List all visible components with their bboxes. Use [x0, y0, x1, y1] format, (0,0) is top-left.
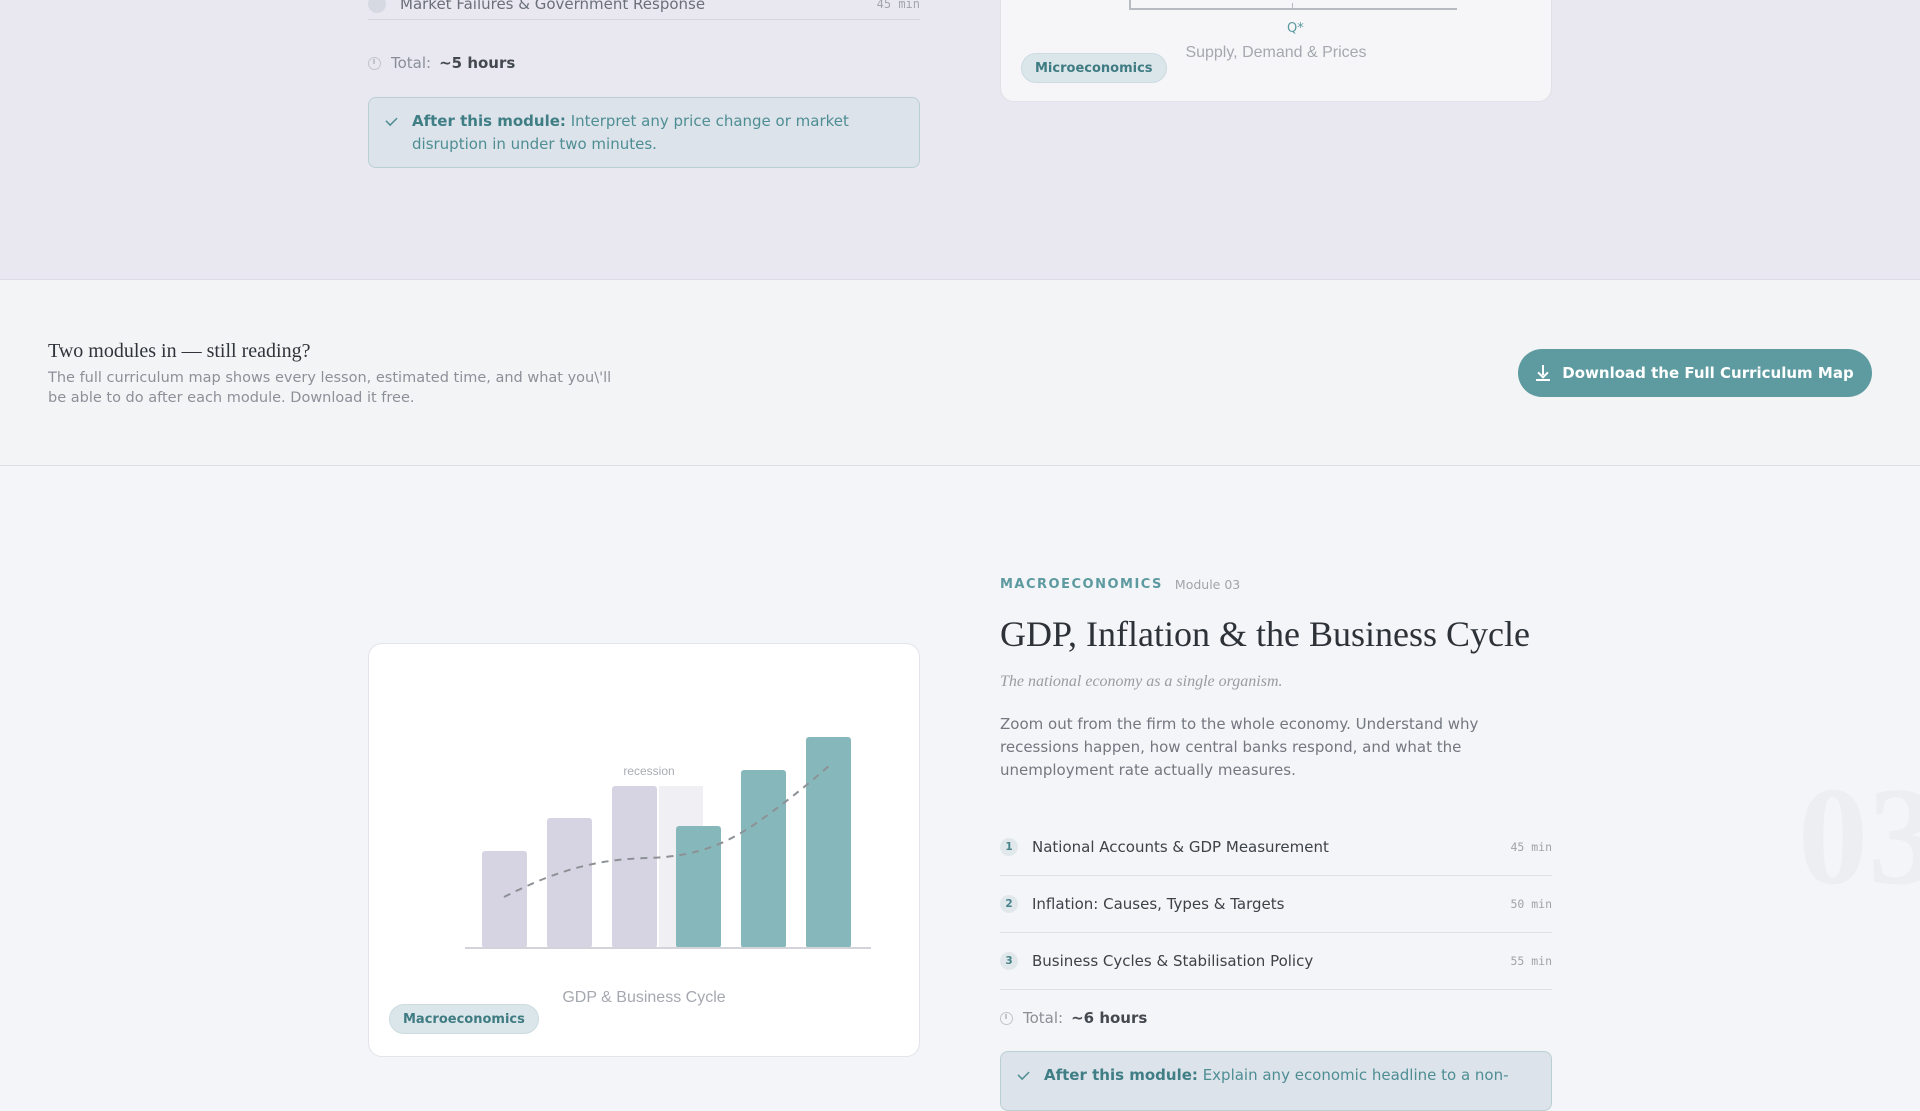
module-category: MACROECONOMICS: [1000, 577, 1163, 592]
chart-y-axis: [1129, 0, 1131, 10]
bar-6: [806, 737, 851, 948]
gdp-cycle-illustration: recession: [465, 737, 871, 949]
after-module-box: After this module: Interpret any price c…: [368, 97, 920, 168]
bar-1: [482, 851, 527, 948]
chart-x-axis: [1129, 8, 1457, 10]
clock-icon: [1000, 1011, 1013, 1025]
lesson-duration: 45 min: [876, 0, 920, 11]
total-value: ~5 hours: [439, 54, 516, 72]
lesson-number-badge: 1: [1000, 838, 1018, 856]
lesson-number-badge: 2: [1000, 895, 1018, 913]
card-caption: GDP & Business Cycle: [562, 989, 726, 1006]
lesson-number-badge: [368, 0, 386, 13]
lesson-duration: 45 min: [1510, 840, 1552, 854]
total-label: Total:: [1023, 1009, 1064, 1027]
chart-tick: [1292, 3, 1293, 9]
lesson-row: Market Failures & Government Response 45…: [368, 0, 920, 20]
recession-label: recession: [623, 764, 674, 778]
lesson-label: Inflation: Causes, Types & Targets: [1032, 895, 1285, 913]
category-tag: Macroeconomics: [389, 1004, 539, 1034]
cta-title: Two modules in — still reading?: [48, 340, 311, 362]
module-kicker: MACROECONOMICS Module 03: [1000, 577, 1240, 592]
lesson-label: National Accounts & GDP Measurement: [1032, 838, 1329, 856]
lesson-duration: 50 min: [1510, 897, 1552, 911]
lesson-label: Business Cycles & Stabilisation Policy: [1032, 952, 1314, 970]
total-time: Total: ~5 hours: [368, 54, 515, 72]
check-icon: [1017, 1067, 1030, 1081]
card-caption: Supply, Demand & Prices: [1185, 44, 1367, 61]
lesson-list: 1 National Accounts & GDP Measurement 45…: [1000, 819, 1552, 990]
total-label: Total:: [391, 54, 432, 72]
lesson-row[interactable]: 3 Business Cycles & Stabilisation Policy…: [1000, 933, 1552, 990]
lesson-label: Market Failures & Government Response: [400, 0, 706, 13]
bar-2: [547, 818, 592, 948]
module-subtitle: The national economy as a single organis…: [1000, 673, 1283, 690]
lesson-row[interactable]: 2 Inflation: Causes, Types & Targets 50 …: [1000, 876, 1552, 933]
module-description: Zoom out from the firm to the whole econ…: [1000, 715, 1479, 779]
total-value: ~6 hours: [1071, 1009, 1148, 1027]
after-label: After this module:: [1044, 1066, 1198, 1084]
lesson-number-badge: 3: [1000, 952, 1018, 970]
clock-icon: [368, 56, 381, 70]
cta-text: The full curriculum map shows every less…: [48, 370, 612, 406]
module-number: Module 03: [1174, 577, 1241, 592]
lesson-row[interactable]: 1 National Accounts & GDP Measurement 45…: [1000, 819, 1552, 876]
module-number-watermark: 03: [1798, 759, 1920, 914]
bar-4: [676, 826, 721, 948]
gdp-cycle-card: recession GDP & Business Cycle Macroecon…: [368, 643, 920, 1057]
module-title: GDP, Inflation & the Business Cycle: [1000, 614, 1530, 654]
module-2-section: Market Failures & Government Response 45…: [0, 0, 1920, 280]
module-3-section: 03 recession GDP & Business Cycle Macroe…: [0, 467, 1920, 1111]
download-icon: [1536, 365, 1551, 381]
category-tag: Microeconomics: [1021, 53, 1167, 83]
after-module-box: After this module: Explain any economic …: [1000, 1051, 1552, 1111]
download-button-label: Download the Full Curriculum Map: [1562, 364, 1854, 382]
trend-line: [503, 763, 832, 898]
after-text: Explain any economic headline to a non-: [1202, 1066, 1509, 1084]
lesson-duration: 55 min: [1510, 954, 1552, 968]
curriculum-cta: Two modules in — still reading? The full…: [0, 280, 1920, 466]
supply-demand-card: Q* Supply, Demand & Prices Microeconomic…: [1000, 0, 1552, 102]
total-time: Total: ~6 hours: [1000, 1009, 1147, 1027]
check-icon: [385, 113, 398, 127]
equilibrium-quantity-label: Q*: [1287, 21, 1304, 36]
bar-3: [612, 786, 657, 948]
download-curriculum-button[interactable]: Download the Full Curriculum Map: [1518, 349, 1872, 397]
bar-5: [741, 770, 786, 948]
after-text: Interpret any price change or market dis…: [412, 112, 849, 153]
after-label: After this module:: [412, 112, 566, 130]
